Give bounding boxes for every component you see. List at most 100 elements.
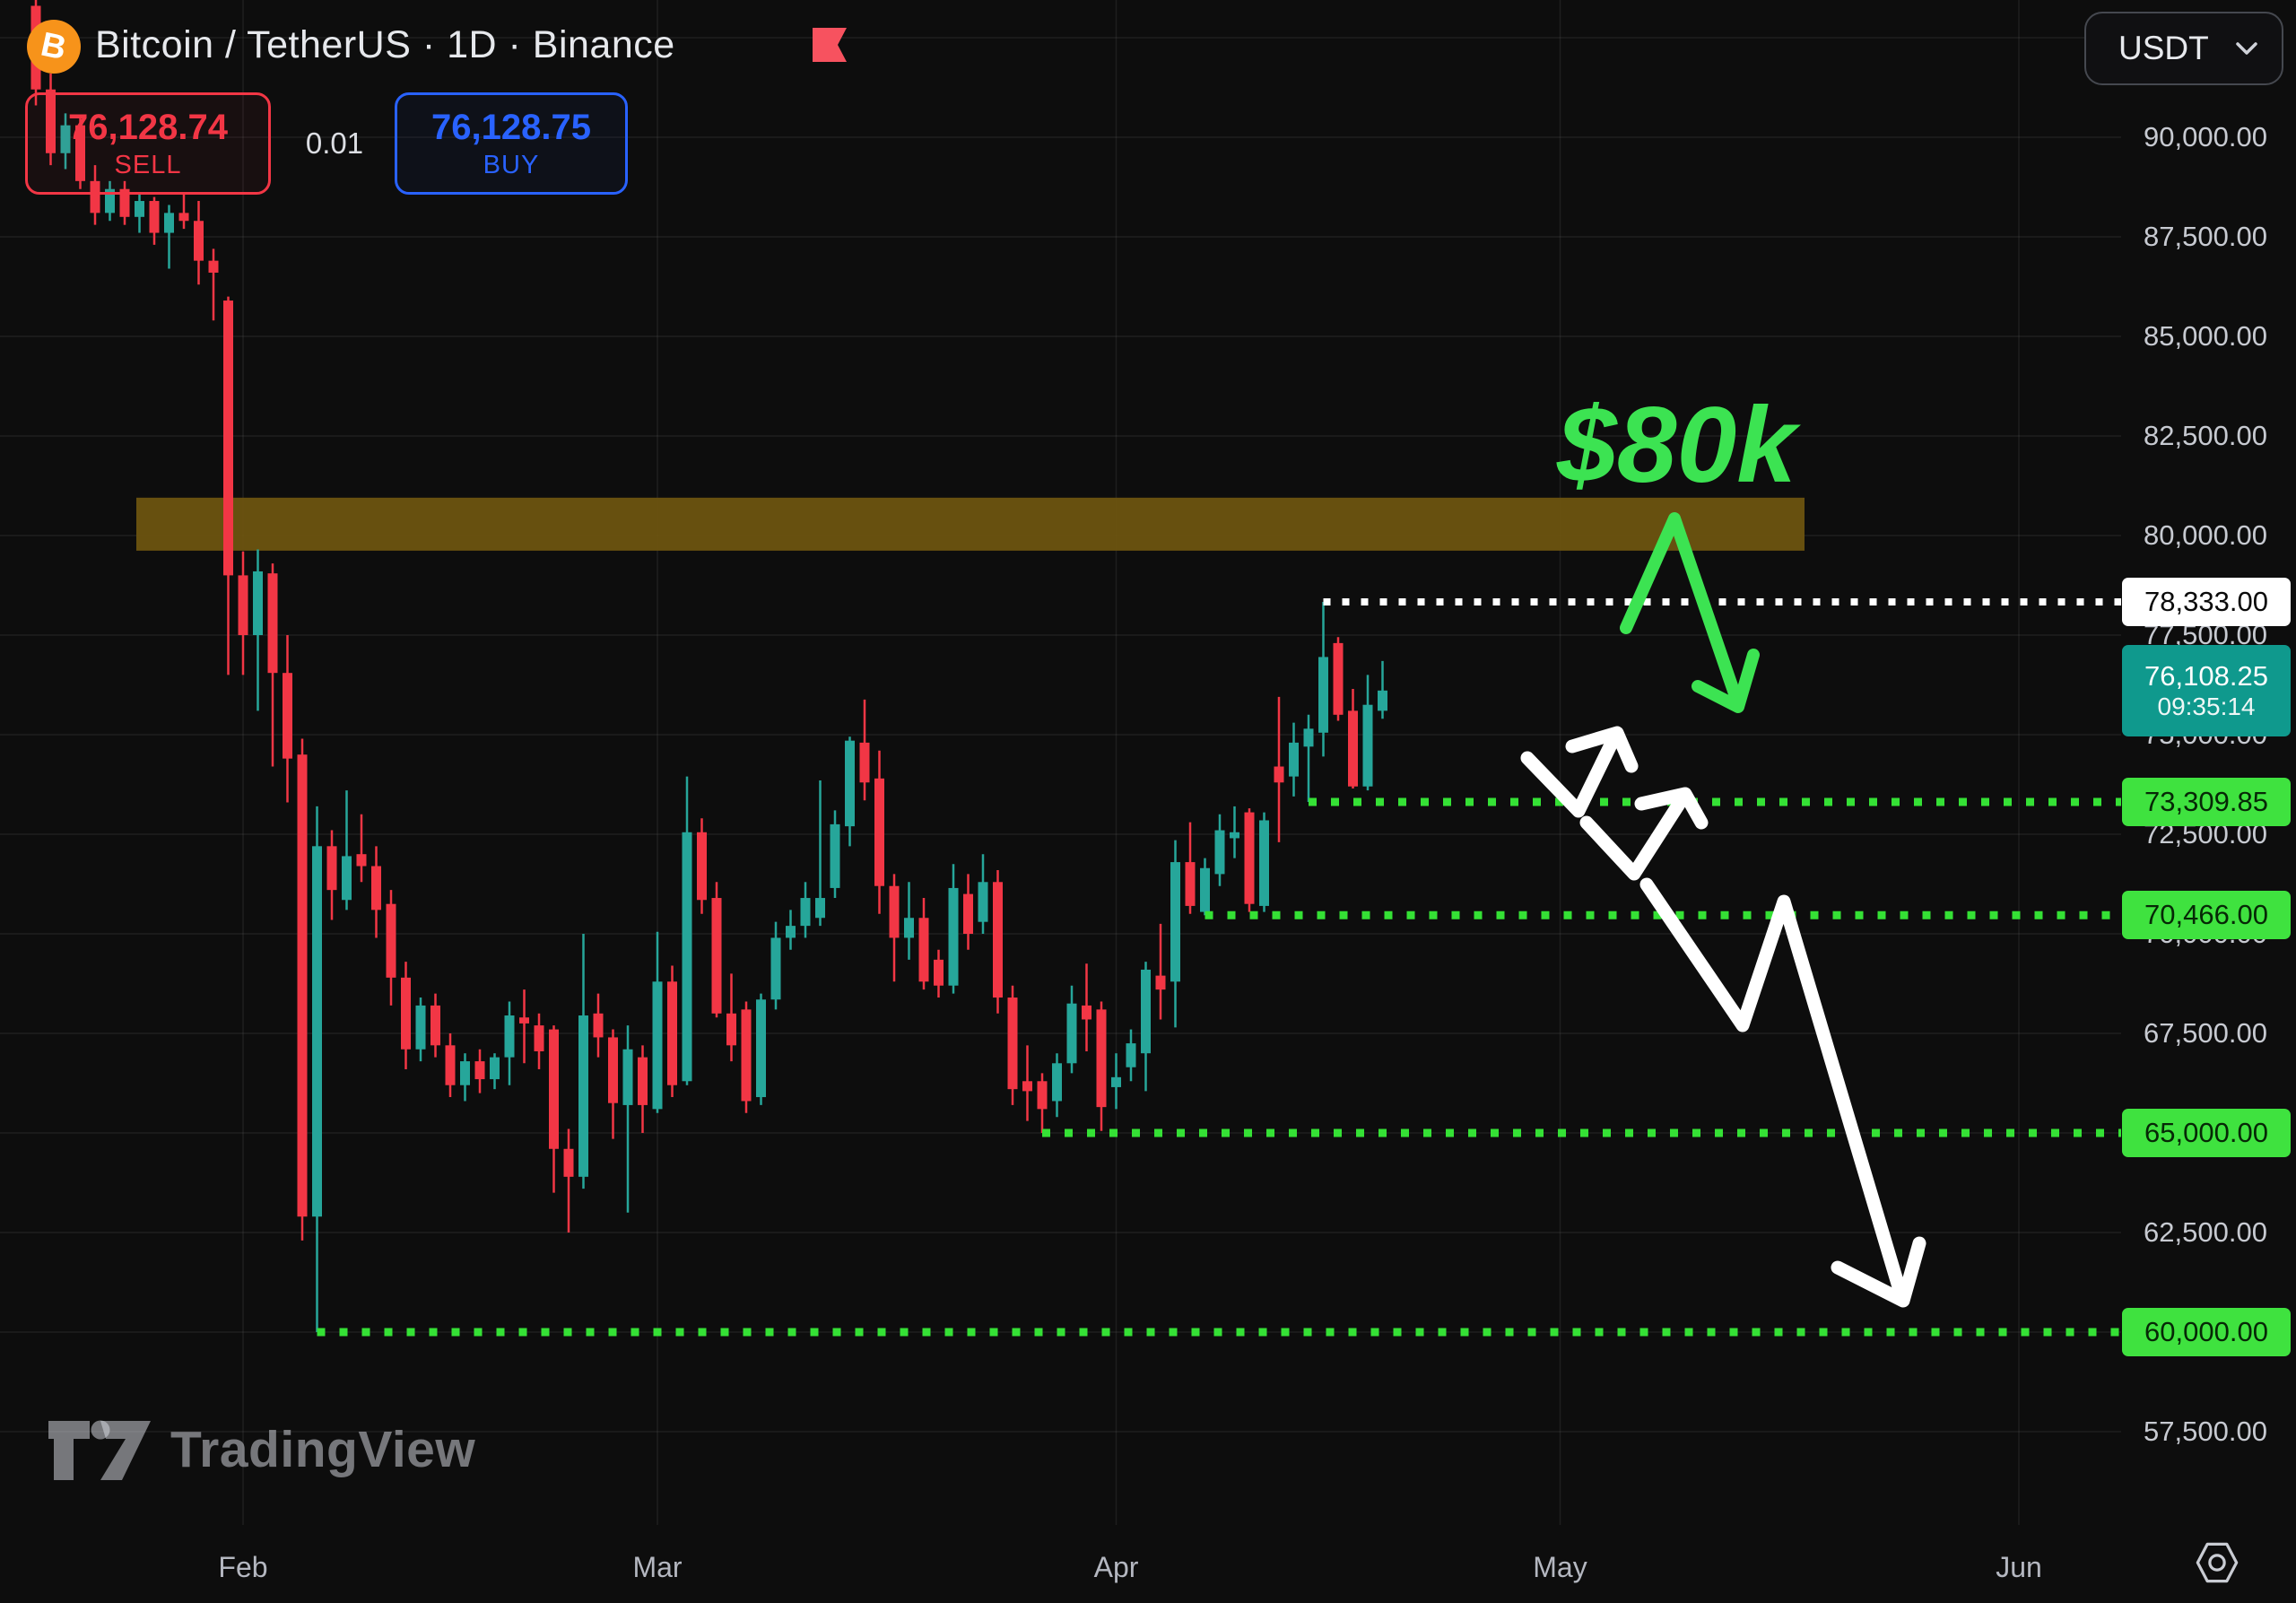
current-price-chip: 76,108.25 09:35:14 — [2122, 644, 2291, 736]
candle-body — [75, 125, 85, 181]
candle-body — [430, 1005, 440, 1046]
candle-body — [638, 1057, 648, 1105]
candle-body — [105, 188, 115, 213]
candle-body — [1200, 867, 1210, 912]
candle-body — [904, 918, 914, 938]
candle-body — [490, 1057, 500, 1080]
candle-body — [593, 1013, 604, 1038]
candle-body — [445, 1045, 456, 1085]
sell-label: SELL — [114, 150, 182, 179]
candle-body — [608, 1037, 618, 1103]
candle-body — [874, 778, 884, 886]
candle-body — [1274, 766, 1284, 783]
candle-body — [682, 832, 692, 1082]
candle-body — [1318, 657, 1328, 733]
white-path-arrow-2[interactable] — [1579, 788, 1692, 881]
candle-body — [1244, 812, 1255, 904]
price-tick-57500: 57,500.00 — [2144, 1416, 2267, 1447]
candle-body — [1289, 742, 1299, 777]
candle-body — [297, 754, 308, 1217]
candle-body — [726, 1013, 736, 1046]
currency-dropdown[interactable]: USDT — [2084, 12, 2283, 85]
white-path-arrow-3[interactable] — [1639, 877, 1909, 1306]
candle-body — [178, 213, 189, 222]
currency-value: USDT — [2118, 30, 2209, 66]
candle-body — [534, 1025, 544, 1051]
white-path-arrowhead-2[interactable] — [1634, 787, 1709, 830]
candle-body — [460, 1061, 470, 1085]
candle-body — [356, 854, 367, 867]
candle-body — [135, 201, 144, 217]
candle-body — [149, 201, 160, 233]
white-path-arrowhead-3[interactable] — [1831, 1236, 1926, 1308]
candle-body — [1052, 1063, 1062, 1102]
candle-body — [46, 89, 56, 153]
candle-body — [504, 1015, 515, 1058]
candle-body — [1185, 862, 1196, 906]
target-80k-text[interactable]: $80k — [1556, 385, 1801, 505]
level-chip-65000: 65,000.00 — [2122, 1109, 2291, 1157]
buy-button[interactable]: 76,128.75 BUY — [395, 92, 628, 195]
candle-body — [208, 260, 219, 273]
candle-body — [342, 856, 352, 901]
candle-body — [563, 1148, 574, 1177]
price-axis[interactable]: 90,000.00 87,500.00 85,000.00 82,500.00 80,0… — [2121, 0, 2296, 1603]
candle-body — [1037, 1081, 1048, 1110]
flag-icon[interactable] — [812, 27, 848, 63]
supply-zone-band[interactable] — [136, 497, 1805, 551]
price-tick-62500: 62,500.00 — [2144, 1216, 2267, 1248]
candle-body — [1333, 642, 1344, 715]
candle-body — [1362, 704, 1373, 787]
candle-body — [326, 846, 337, 891]
white-path-arrow-1[interactable] — [1520, 728, 1622, 818]
candle-body — [238, 575, 248, 635]
gridlines — [0, 0, 2121, 1525]
candle-body — [741, 1009, 752, 1102]
time-axis-label-May: May — [1533, 1551, 1587, 1583]
level-chip-73309: 73,309.85 — [2122, 778, 2291, 827]
candle-body — [918, 918, 929, 982]
chevron-down-icon — [2236, 42, 2257, 55]
level-chip-60000: 60,000.00 — [2122, 1308, 2291, 1356]
level-chip-70466: 70,466.00 — [2122, 891, 2291, 940]
sell-price: 76,128.74 — [68, 107, 228, 147]
white-path-arrowhead-1[interactable] — [1565, 726, 1639, 773]
green-rejection-arrowhead[interactable] — [1692, 649, 1760, 713]
candle-body — [578, 1015, 588, 1177]
candle-body — [1214, 830, 1225, 875]
sell-button[interactable]: 76,128.74 SELL — [25, 92, 271, 195]
candle-body — [1230, 832, 1239, 839]
candle-body — [549, 1029, 559, 1149]
candle-body — [1141, 969, 1151, 1054]
candle-body — [993, 882, 1003, 998]
level-chip-78333: 78,333.00 — [2122, 578, 2291, 626]
candle-body — [401, 977, 411, 1050]
price-tick-90000: 90,000.00 — [2144, 121, 2267, 152]
candle-body — [622, 1049, 633, 1105]
candle-body — [667, 981, 677, 1085]
candle-body — [786, 926, 796, 938]
candle-body — [889, 885, 900, 938]
candle-body — [1259, 820, 1269, 906]
time-axis-label-Jun: Jun — [1996, 1551, 2042, 1583]
candle-body — [1096, 1009, 1107, 1108]
candle-body — [770, 937, 781, 1000]
candle-body — [60, 125, 71, 153]
price-tick-82500: 82,500.00 — [2144, 420, 2267, 451]
candle-body — [800, 898, 811, 927]
candle-body — [697, 832, 707, 901]
green-rejection-arrow[interactable] — [1620, 512, 1744, 710]
candle-body — [1126, 1043, 1136, 1067]
candle-body — [164, 213, 174, 233]
gear-icon[interactable] — [2194, 1539, 2240, 1586]
tradingview-watermark[interactable]: TradingView — [47, 1416, 475, 1484]
candle-body — [948, 887, 959, 986]
candle-body — [652, 981, 663, 1110]
price-tick-80000: 80,000.00 — [2144, 519, 2267, 551]
candle-body — [845, 740, 855, 827]
candle-body — [223, 301, 233, 576]
candle-body — [1348, 710, 1358, 787]
drawing-annotations: $80k — [1520, 385, 1926, 1308]
